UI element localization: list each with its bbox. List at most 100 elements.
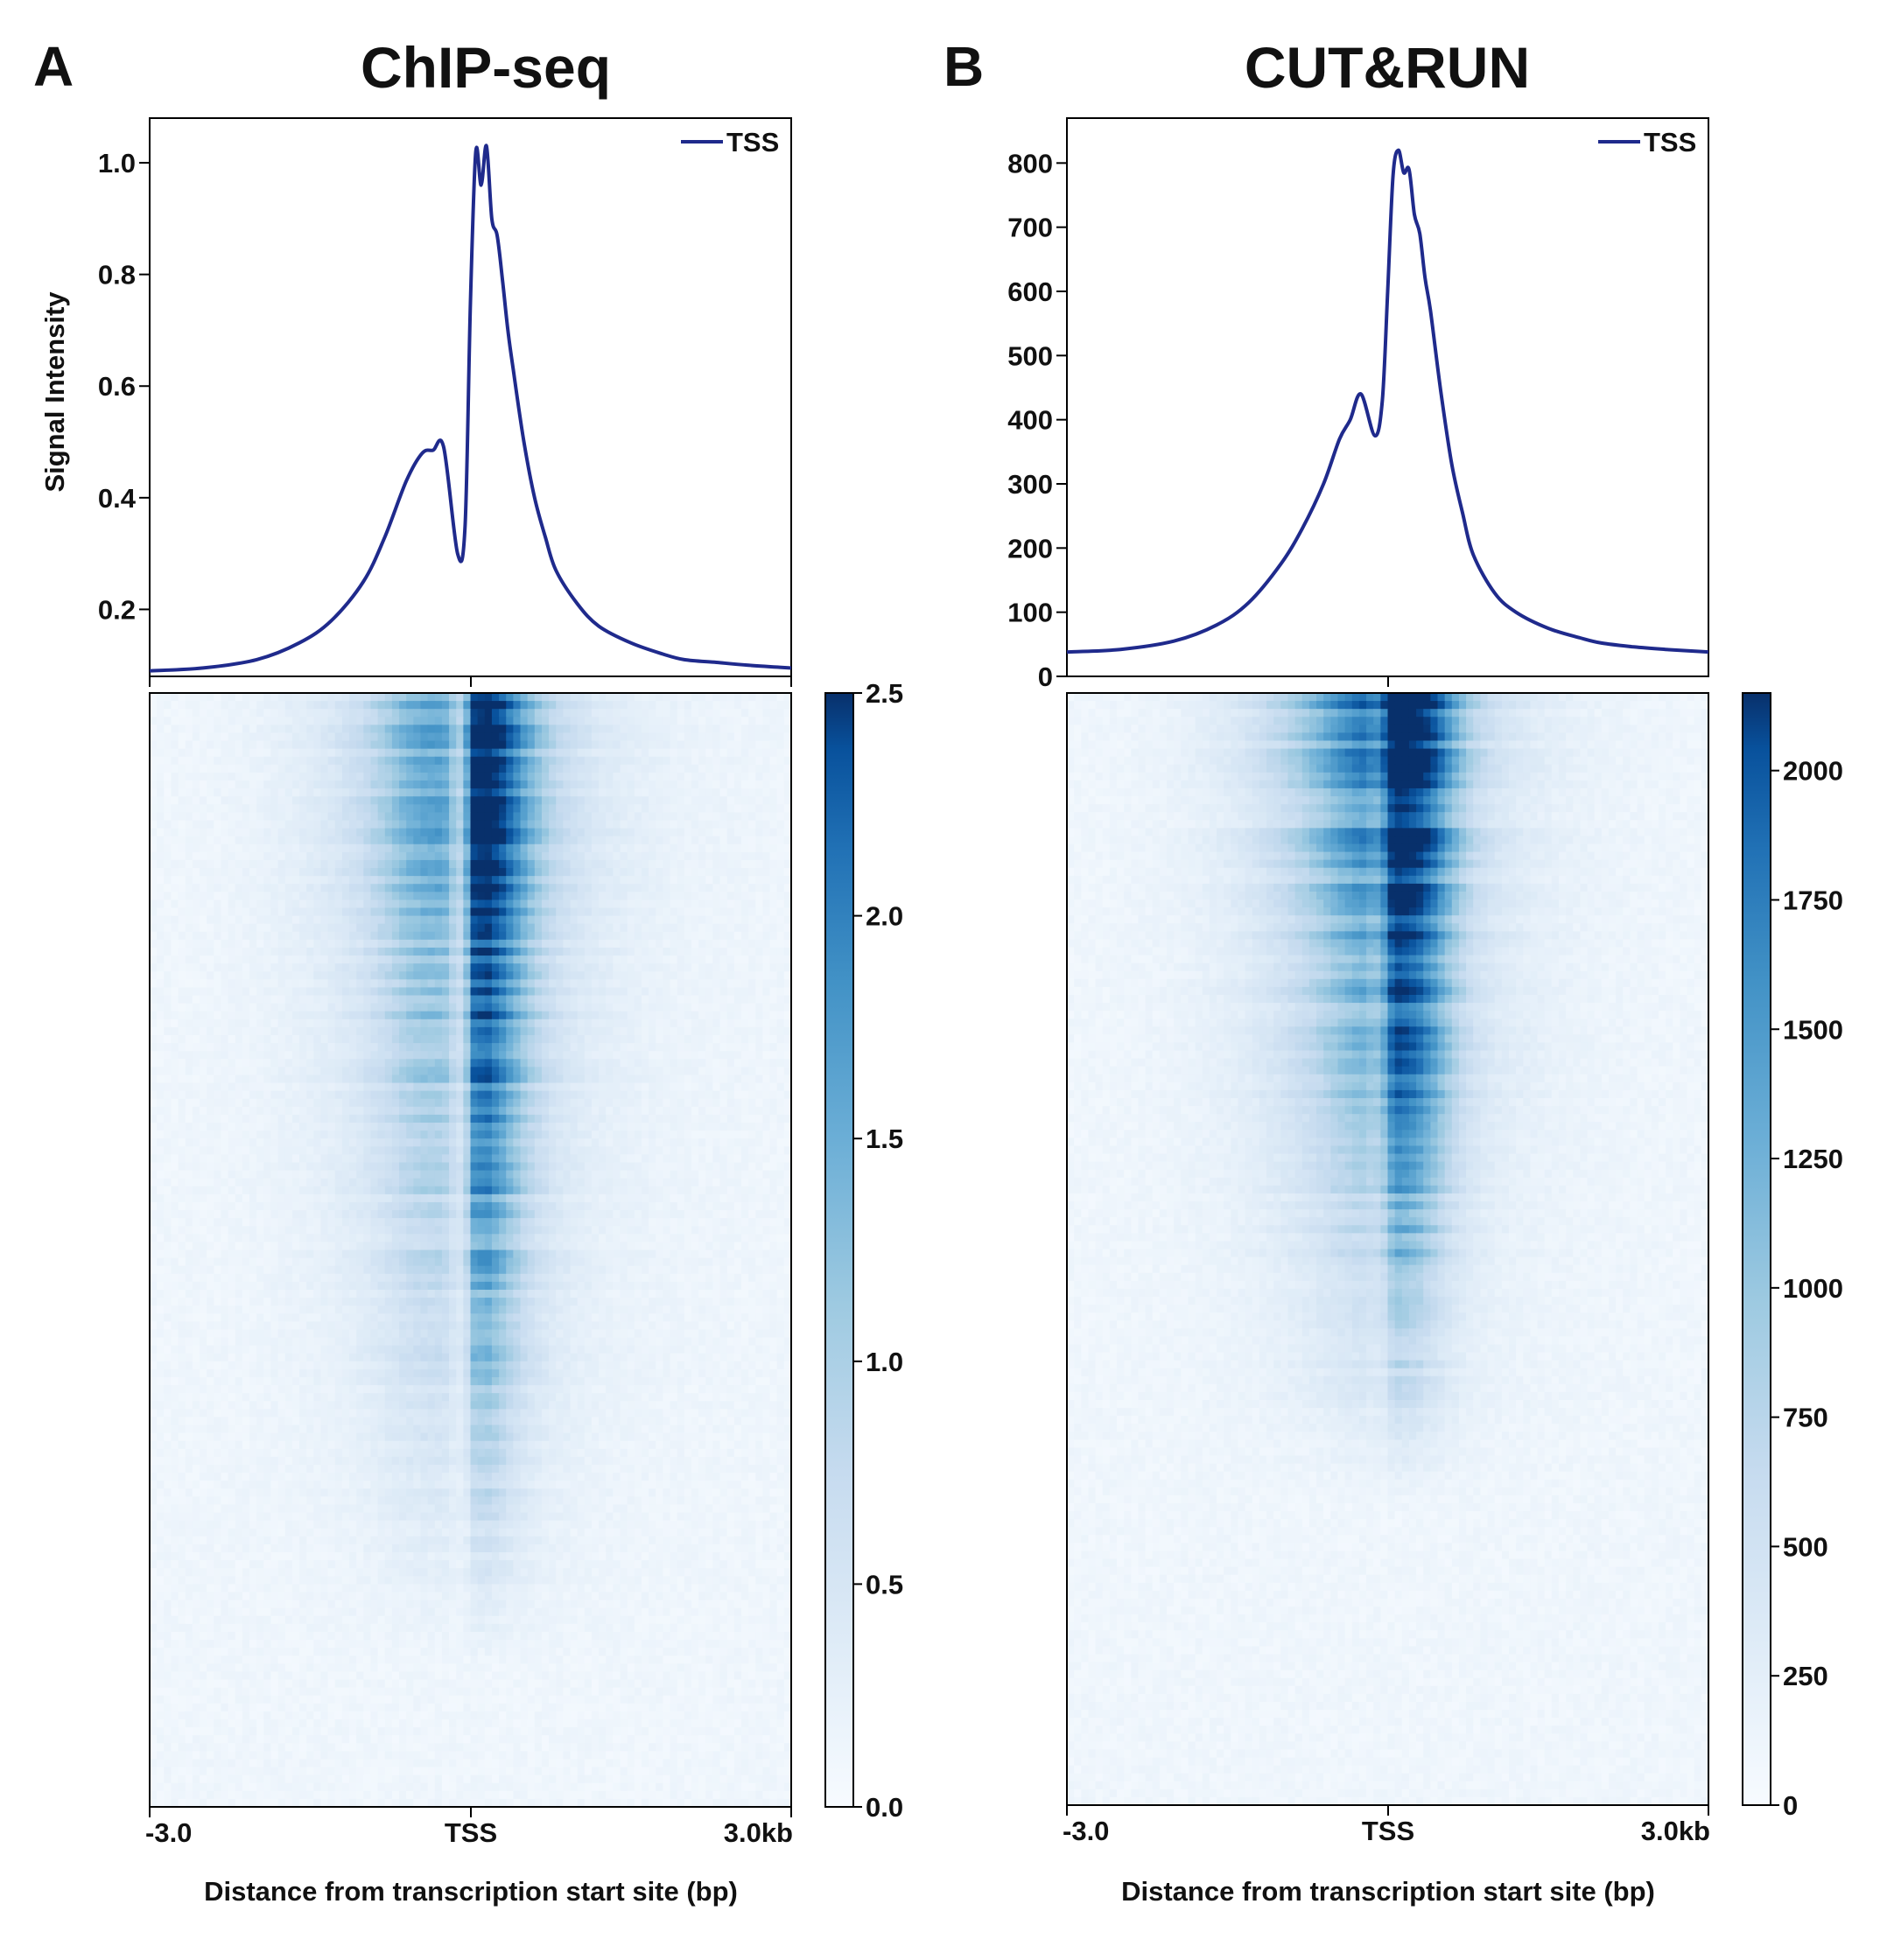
heatmap-cell [478,717,486,725]
heatmap-cell [705,717,713,725]
heatmap-cell [399,812,407,821]
heatmap-cell [571,709,579,718]
heatmap-cell [164,812,172,821]
heatmap-cell [649,724,656,733]
heatmap-cell [621,717,628,725]
heatmap-cell [242,701,250,710]
heatmap-cell [528,804,536,813]
heatmap-cell [463,796,471,805]
heatmap-cell [471,693,479,702]
heatmap-cell [556,804,564,813]
heatmap-cell [164,804,172,813]
heatmap-cell [585,804,593,813]
heatmap-cell [762,796,770,805]
heatmap-cell [221,780,228,789]
heatmap-cell [741,812,749,821]
heatmap-cell [649,732,656,741]
heatmap-cell [320,749,328,758]
heatmap-cell [485,780,493,789]
heatmap-cell [578,724,586,733]
heatmap-cell [556,829,564,837]
heatmap-cell [599,796,607,805]
heatmap-cell [278,693,286,702]
heatmap-cell [442,724,450,733]
heatmap-cell [755,757,763,766]
heatmap-cell [313,717,321,725]
heatmap-cell [663,820,670,829]
heatmap-cell [193,820,200,829]
heatmap-cell [328,796,336,805]
heatmap-cell [485,820,493,829]
heatmap-cell [556,732,564,741]
heatmap-cell [499,804,507,813]
heatmap-cell [335,820,343,829]
heatmap-cell [762,693,770,702]
heatmap-cell [571,765,579,774]
heatmap-cell [649,820,656,829]
heatmap-cell [328,709,336,718]
heatmap-cell [528,724,536,733]
heatmap-cell [292,765,300,774]
heatmap-cell [179,829,186,837]
heatmap-cell [299,836,307,845]
heatmap-cell [207,749,214,758]
heatmap-cell [320,773,328,781]
heatmap-cell [642,757,649,766]
heatmap-cell [478,804,486,813]
heatmap-cell [150,780,158,789]
heatmap-cell [734,749,742,758]
heatmap-cell [698,741,706,750]
heatmap-cell [456,820,464,829]
heatmap-cell [342,780,350,789]
heatmap-cell [449,765,457,774]
heatmap-cell [207,724,214,733]
heatmap-cell [299,693,307,702]
heatmap-cell [663,804,670,813]
heatmap-cell [406,757,414,766]
heatmap-cell [207,765,214,774]
heatmap-cell [642,724,649,733]
heatmap-cell [150,732,158,741]
heatmap-cell [613,765,621,774]
heatmap-cell [656,765,663,774]
heatmap-cell [642,741,649,750]
heatmap-cell [392,709,400,718]
heatmap-cell [328,724,336,733]
heatmap-cell [727,788,735,797]
heatmap-cell [278,709,286,718]
heatmap-cell [684,724,692,733]
heatmap-cell [698,717,706,725]
heatmap-cell [677,788,685,797]
heatmap-cell [656,812,663,821]
y-tick-label: 0.4 [98,483,137,514]
heatmap-cell [171,829,179,837]
heatmap-cell [471,773,479,781]
heatmap-cell [356,780,364,789]
heatmap-cell [428,749,436,758]
heatmap-cell [521,724,529,733]
heatmap-cell [249,724,257,733]
heatmap-cell [263,757,271,766]
heatmap-cell [705,693,713,702]
heatmap-cell [256,829,264,837]
heatmap-cell [592,773,600,781]
heatmap-cell [770,788,778,797]
heatmap-cell [299,765,307,774]
heatmap-cell [342,724,350,733]
heatmap-cell [285,701,293,710]
heatmap-cell [263,796,271,805]
heatmap-cell [385,732,393,741]
heatmap-cell [392,812,400,821]
heatmap-cell [649,749,656,758]
heatmap-cell [463,788,471,797]
heatmap-cell [748,749,756,758]
heatmap-cell [741,749,749,758]
heatmap-cell [691,788,699,797]
heatmap-cell [734,780,742,789]
heatmap-cell [506,829,514,837]
heatmap-cell [200,732,207,741]
heatmap-cell [413,820,421,829]
heatmap-cell [285,804,293,813]
heatmap-cell [485,757,493,766]
heatmap-cell [242,812,250,821]
